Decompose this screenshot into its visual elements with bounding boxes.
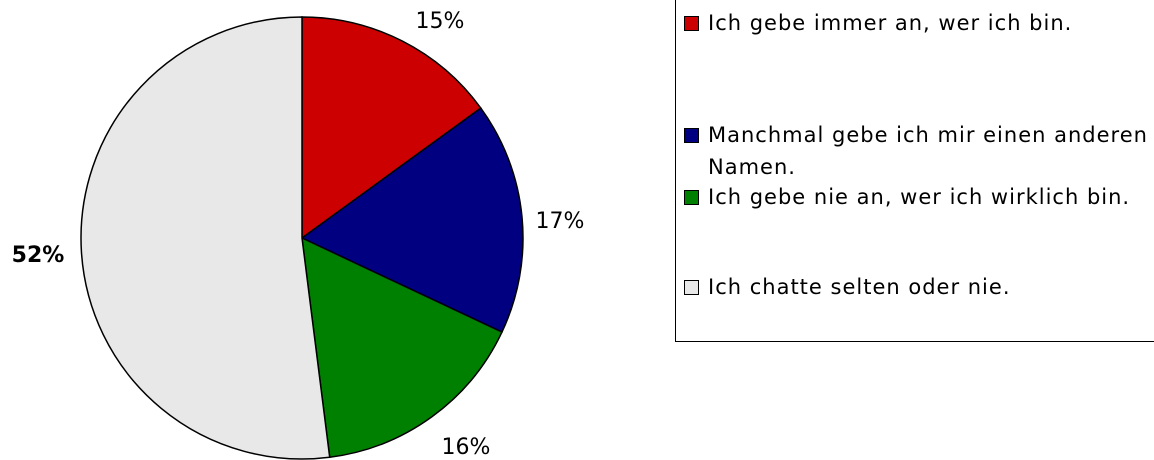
legend-item: Ich gebe immer an, wer ich bin. bbox=[684, 7, 1148, 39]
pie-slice bbox=[300, 107, 524, 334]
data-label: 16% bbox=[442, 435, 491, 460]
legend-label: Ich gebe nie an, wer ich wirklich bin. bbox=[708, 185, 1131, 209]
legend: Ich gebe immer an, wer ich bin. Manchmal … bbox=[675, 0, 1154, 342]
pie-slice bbox=[80, 16, 331, 460]
legend-label: Ich gebe immer an, wer ich bin. bbox=[708, 11, 1073, 35]
pie-slice bbox=[301, 236, 503, 459]
data-label: 52% bbox=[12, 243, 65, 268]
legend-item: Ich gebe nie an, wer ich wirklich bin. bbox=[684, 181, 1148, 213]
legend-swatch bbox=[684, 190, 699, 205]
legend-item: Ich chatte selten oder nie. bbox=[684, 271, 1148, 303]
legend-swatch bbox=[684, 280, 699, 295]
data-label: 17% bbox=[536, 209, 585, 234]
legend-item: Manchmal gebe ich mir einen anderen Name… bbox=[684, 119, 1148, 183]
pie-slice bbox=[301, 16, 482, 240]
data-label: 15% bbox=[416, 9, 465, 34]
legend-swatch bbox=[684, 128, 699, 143]
chart: 15% 17% 16% 52% bbox=[12, 9, 585, 460]
legend-swatch bbox=[684, 16, 699, 31]
legend-label: Ich chatte selten oder nie. bbox=[708, 275, 1011, 299]
legend-label: Manchmal gebe ich mir einen anderen Name… bbox=[708, 123, 1148, 179]
